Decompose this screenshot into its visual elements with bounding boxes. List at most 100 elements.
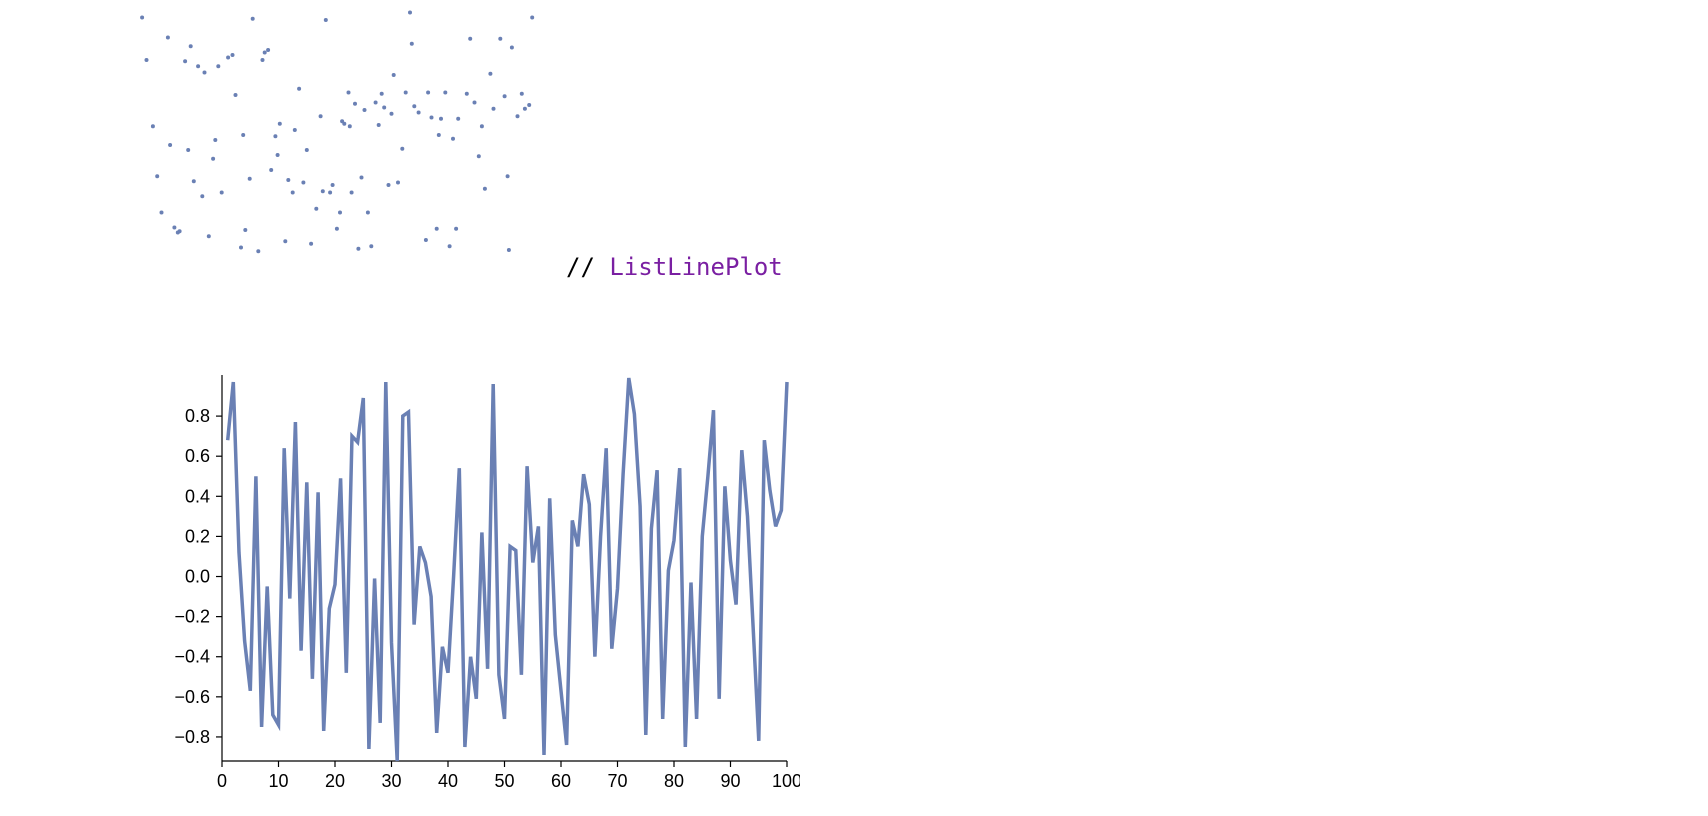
scatter-point [373, 100, 378, 105]
scatter-point [318, 114, 323, 119]
scatter-point [165, 35, 170, 40]
x-tick-label: 30 [381, 771, 401, 791]
scatter-point [389, 111, 394, 116]
scatter-point [519, 91, 524, 96]
scatter-point [436, 133, 441, 137]
scatter-point [416, 110, 421, 115]
scatter-point [515, 114, 520, 119]
scatter-point [382, 105, 387, 110]
y-tick-label: −0.8 [174, 727, 210, 747]
scatter-point [488, 71, 493, 76]
scatter-point [403, 90, 408, 95]
scatter-point [464, 91, 469, 96]
x-tick-label: 40 [438, 771, 458, 791]
scatter-point [290, 190, 295, 195]
scatter-point [409, 41, 414, 46]
scatter-point [144, 58, 149, 62]
scatter-point [505, 174, 510, 179]
scatter-point [429, 115, 434, 120]
scatter-point [482, 186, 487, 191]
scatter-point [233, 93, 238, 97]
line-plot: 0 10 20 30 40 50 60 70 80 90 100 0.8 0.6 0.4 0.2 0.0 −0.… [174, 375, 800, 791]
scatter-point [349, 190, 354, 195]
y-tick-label: 0.6 [185, 446, 210, 466]
scatter-point [338, 210, 342, 215]
x-tick-label: 0 [217, 771, 227, 791]
scatter-point [379, 91, 384, 96]
y-tick-label: −0.4 [174, 647, 210, 667]
scatter-point [359, 175, 364, 180]
scatter-point [168, 143, 173, 147]
scatter-point [150, 124, 155, 129]
scatter-point [365, 210, 370, 215]
scatter-point [369, 244, 374, 249]
scatter-point [301, 180, 306, 185]
scatter-point [334, 226, 339, 231]
scatter-point [439, 116, 443, 121]
scatter-point [196, 64, 201, 69]
scatter-point [186, 148, 191, 152]
scatter-point [426, 90, 431, 95]
scatter-point [522, 106, 527, 111]
scatter-point [328, 190, 333, 195]
scatter-point [498, 36, 503, 41]
scatter-point [277, 121, 282, 126]
x-tick-label: 80 [664, 771, 684, 791]
scatter-point [447, 244, 452, 249]
scatter-point [456, 116, 461, 121]
scatter-point [292, 128, 297, 132]
scatter-point [376, 123, 381, 127]
scatter-point [330, 183, 335, 187]
x-tick-label: 60 [551, 771, 571, 791]
scatter-point [200, 194, 205, 199]
x-tick-label: 70 [607, 771, 627, 791]
scatter-point [275, 153, 280, 157]
scatter-point [269, 168, 274, 172]
scatter-point [206, 234, 211, 239]
scatter-point [400, 146, 405, 151]
scatter-point [262, 50, 267, 55]
scatter-point [266, 48, 271, 52]
scatter-point [191, 179, 196, 184]
scatter-point [408, 10, 412, 15]
scatter-point [159, 210, 164, 215]
comment-keyword: ListLinePlot [609, 253, 783, 281]
scatter-point [323, 18, 328, 22]
scatter-point [314, 206, 319, 211]
scatter-point [183, 59, 188, 64]
scatter-point [230, 53, 235, 57]
x-tick-label: 20 [325, 771, 345, 791]
x-tick-label: 100 [772, 771, 800, 791]
y-tick-label: 0.4 [185, 486, 210, 506]
scatter-point [213, 138, 218, 142]
scatter-point [472, 100, 477, 105]
scatter-point [304, 148, 309, 152]
scatter-point [386, 183, 391, 187]
scatter-point [451, 136, 455, 141]
scatter-point [202, 70, 207, 75]
scatter-point [476, 154, 481, 159]
scatter-point [353, 101, 357, 106]
scatter-point [239, 245, 243, 250]
y-tick-label: 0.0 [185, 567, 210, 587]
scatter-point [320, 189, 325, 194]
scatter-point [273, 134, 278, 139]
scatter-point [347, 124, 352, 129]
scatter-point [243, 228, 248, 232]
scatter-point [423, 238, 428, 242]
scatter-point [283, 239, 288, 244]
x-tick-label: 10 [268, 771, 288, 791]
scatter-point [219, 190, 224, 195]
scatter-point [412, 104, 417, 109]
scatter-point [140, 15, 145, 20]
y-tick-label: −0.6 [174, 687, 210, 707]
scatter-point [342, 121, 347, 126]
scatter-point [260, 58, 265, 62]
comment-slashes: // [566, 253, 610, 281]
code-comment: // ListLinePlot [566, 253, 783, 281]
scatter-point [216, 64, 221, 69]
scatter-point [346, 90, 351, 95]
scatter-point [247, 176, 252, 181]
scatter-point [509, 45, 514, 50]
scatter-point [527, 103, 532, 107]
